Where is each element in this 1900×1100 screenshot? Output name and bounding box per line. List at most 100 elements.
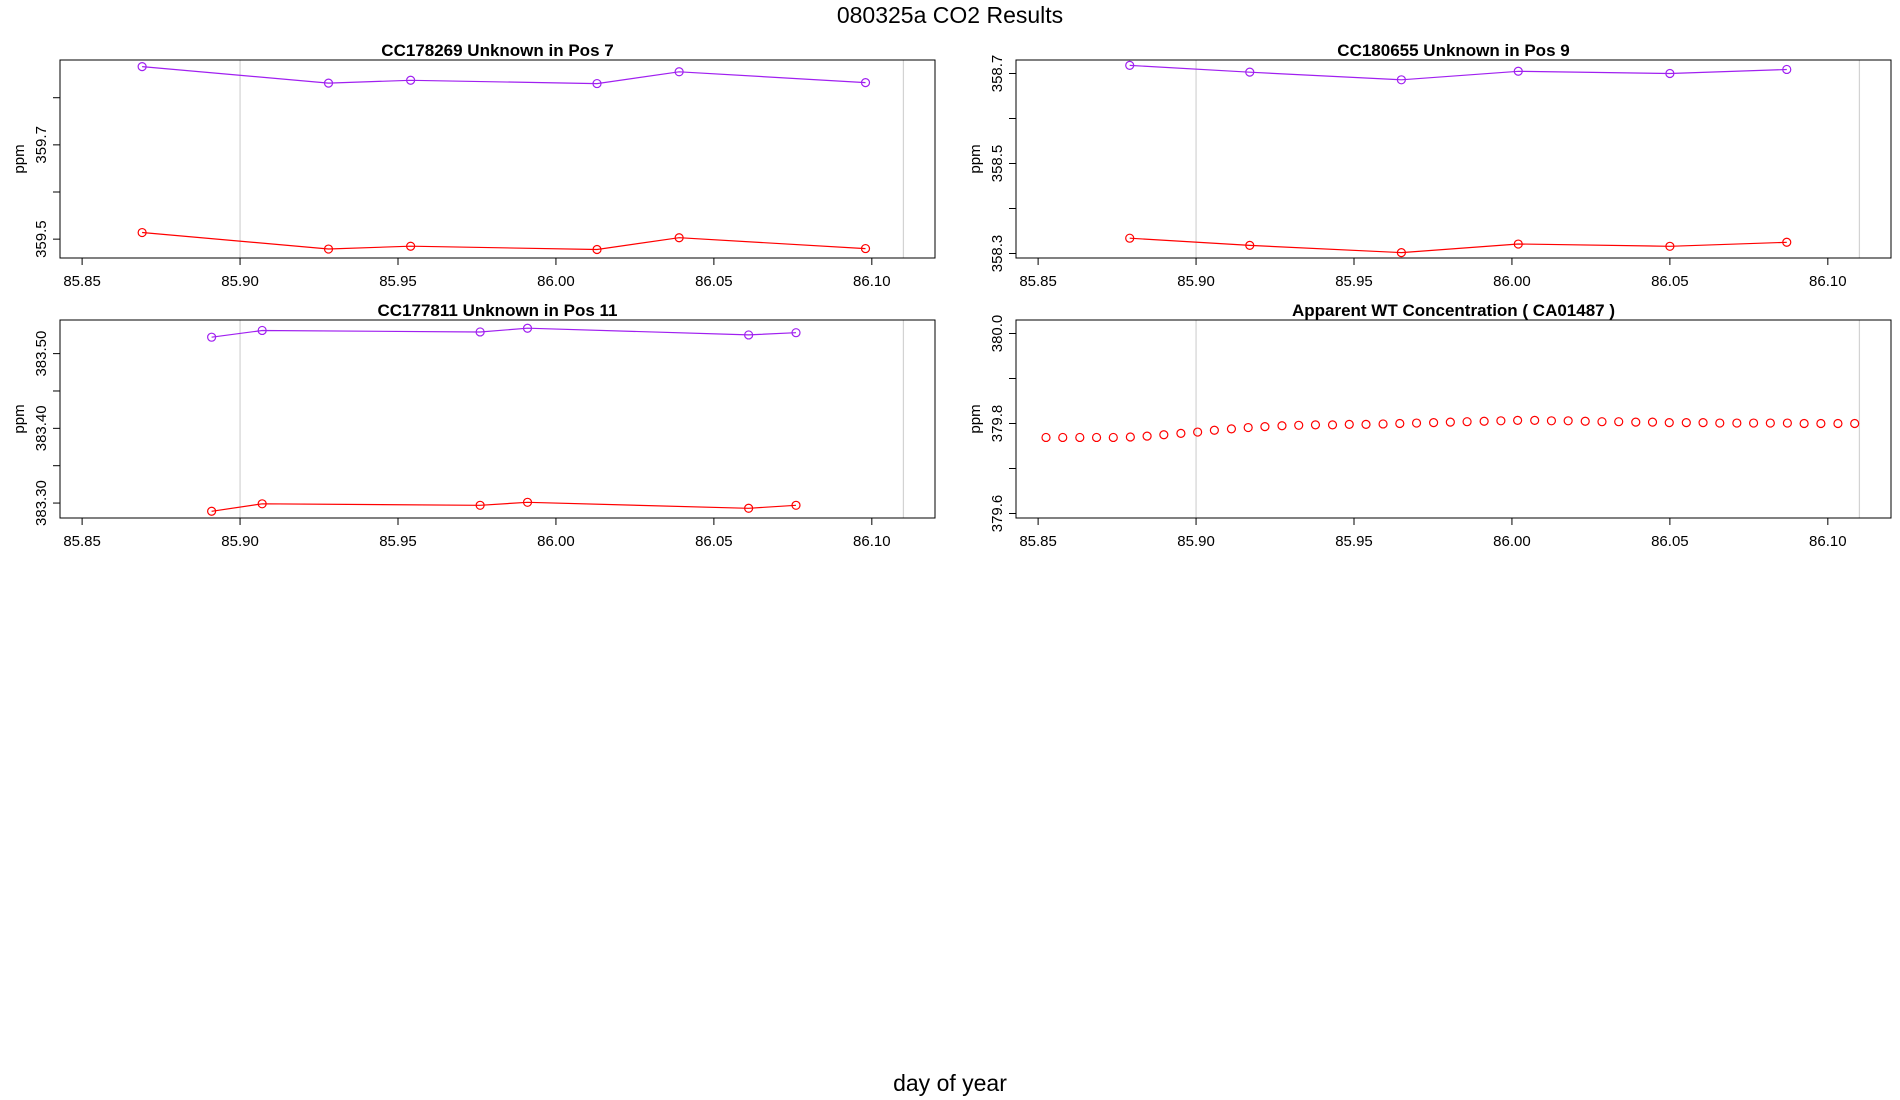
data-point — [744, 503, 754, 513]
y-tick-label: 379.6 — [989, 495, 1006, 533]
series-line-upper — [142, 66, 866, 85]
x-tick-label: 85.85 — [1019, 533, 1057, 550]
data-point — [1681, 418, 1691, 428]
x-tick-label: 85.90 — [1177, 273, 1215, 290]
plot-frame — [59, 59, 936, 259]
data-point — [323, 78, 334, 88]
data-point — [1530, 415, 1540, 425]
x-tick-label: 86.10 — [1809, 273, 1847, 290]
data-point — [791, 328, 801, 338]
plot-frame — [1015, 59, 1892, 259]
panel-title: Apparent WT Concentration ( CA01487 ) — [1292, 301, 1615, 320]
plot-frame — [1015, 319, 1892, 519]
data-point — [1715, 418, 1725, 428]
data-point — [592, 78, 602, 89]
figure-title: 080325a CO2 Results — [836, 2, 1064, 28]
data-point — [207, 506, 217, 516]
data-point — [522, 323, 533, 333]
data-point — [1513, 66, 1523, 76]
data-point — [1513, 239, 1523, 249]
data-point — [475, 327, 485, 337]
data-point — [860, 78, 871, 88]
x-tick-label: 85.85 — [63, 273, 101, 290]
data-point — [1631, 417, 1641, 427]
data-point — [1479, 416, 1489, 426]
data-point — [744, 330, 754, 340]
data-point — [1665, 241, 1675, 251]
data-point — [1411, 418, 1422, 428]
data-point — [1159, 430, 1169, 440]
x-tick-label: 85.85 — [63, 533, 101, 550]
data-point — [1125, 432, 1135, 442]
data-point — [1226, 424, 1237, 434]
y-axis-label: ppm — [11, 144, 28, 173]
series-line-lower — [211, 501, 797, 512]
x-tick-label: 85.95 — [1335, 273, 1373, 290]
series-line-lower — [142, 231, 866, 251]
data-point — [1462, 417, 1472, 427]
y-axis-label: ppm — [11, 404, 28, 433]
series-line-upper — [1129, 64, 1787, 81]
data-point — [1260, 422, 1270, 432]
x-tick-label: 86.10 — [1809, 533, 1847, 550]
data-point — [257, 325, 267, 336]
x-tick-label: 85.90 — [221, 533, 259, 550]
data-point — [1327, 420, 1338, 430]
data-point — [1209, 425, 1219, 435]
data-point — [1833, 418, 1843, 429]
y-tick-label: 379.8 — [989, 405, 1006, 443]
data-point — [1546, 416, 1557, 426]
data-point — [1245, 67, 1255, 77]
data-point — [1445, 417, 1455, 427]
data-point — [1597, 417, 1607, 427]
data-point — [1245, 240, 1255, 250]
data-point — [1748, 418, 1759, 428]
x-tick-label: 85.90 — [221, 273, 259, 290]
y-axis-label: ppm — [967, 404, 984, 433]
data-point — [1193, 427, 1203, 437]
data-point — [1782, 64, 1792, 75]
x-tick-label: 86.05 — [695, 533, 733, 550]
data-point — [1816, 418, 1826, 429]
x-tick-label: 85.95 — [379, 533, 417, 550]
x-axis-label: day of year — [893, 1070, 1007, 1096]
data-point — [1732, 418, 1742, 428]
data-point — [1344, 419, 1354, 429]
panel-pos7: CC178269 Unknown in Pos 7 85.85 85.90 85.95… — [11, 41, 936, 290]
data-point — [1075, 432, 1085, 443]
x-tick-label: 85.95 — [379, 273, 417, 290]
x-tick-label: 86.10 — [853, 533, 891, 550]
data-point — [1058, 432, 1068, 443]
panel-title: CC178269 Unknown in Pos 7 — [381, 41, 613, 60]
x-tick-label: 86.05 — [1651, 533, 1689, 550]
data-point — [1513, 415, 1523, 425]
data-point — [1378, 419, 1388, 429]
y-axis-label: ppm — [967, 144, 984, 173]
data-point — [1563, 416, 1573, 426]
x-tick-label: 86.00 — [1493, 273, 1531, 290]
data-point — [1782, 418, 1792, 428]
plot-frame — [59, 319, 936, 519]
y-tick-label: 359.5 — [33, 220, 50, 258]
data-point — [1580, 416, 1590, 426]
data-point — [406, 75, 416, 85]
data-point — [860, 243, 871, 254]
data-point — [1664, 418, 1674, 428]
x-tick-label: 85.85 — [1019, 273, 1057, 290]
data-point — [1142, 431, 1152, 441]
data-point — [1799, 418, 1809, 429]
data-point — [1277, 421, 1287, 431]
data-point — [1176, 428, 1186, 438]
panel-title: CC180655 Unknown in Pos 9 — [1337, 41, 1569, 60]
data-point — [1698, 418, 1708, 428]
data-point — [1294, 420, 1304, 430]
data-point — [674, 233, 684, 243]
x-tick-label: 85.90 — [1177, 533, 1215, 550]
x-tick-label: 86.10 — [853, 273, 891, 290]
data-point — [1765, 418, 1775, 428]
data-point — [1647, 417, 1658, 427]
data-point — [406, 241, 416, 251]
data-point — [1125, 233, 1135, 243]
x-tick-label: 86.00 — [1493, 533, 1531, 550]
